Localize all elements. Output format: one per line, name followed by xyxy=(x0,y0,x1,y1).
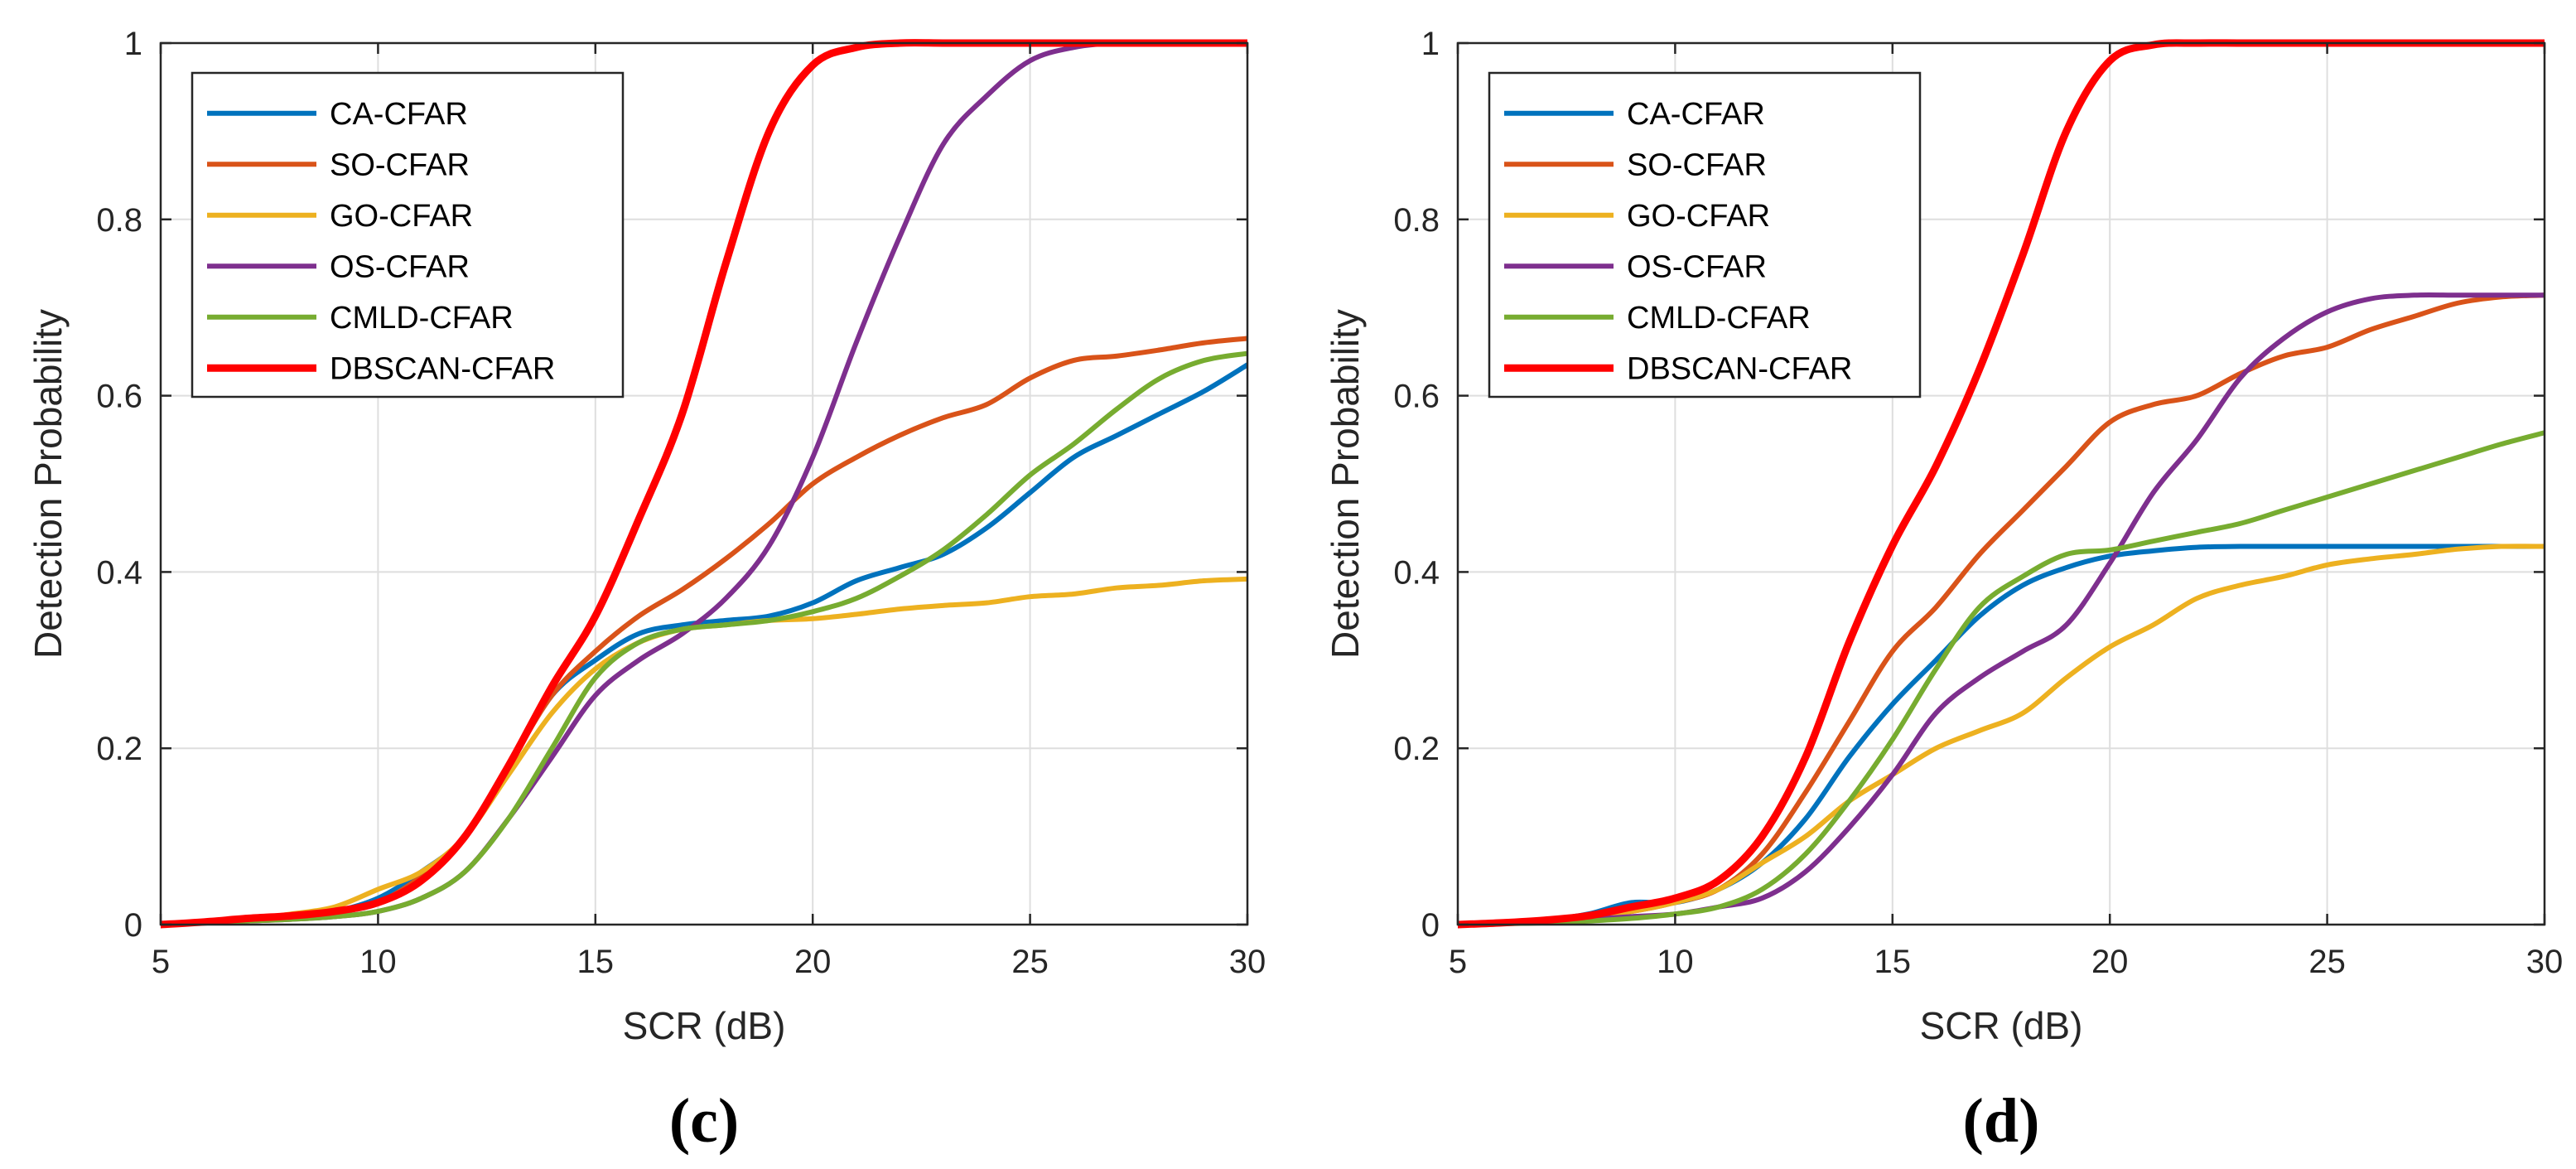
x-tick-label: 20 xyxy=(794,944,832,980)
y-tick-label: 0 xyxy=(124,907,142,944)
y-axis-label: Detection Probability xyxy=(1324,309,1367,659)
series-line-cmld-cfar xyxy=(161,350,1247,927)
legend-label-so-cfar: SO-CFAR xyxy=(1627,147,1767,182)
y-tick-label: 0.4 xyxy=(1393,554,1440,591)
y-tick-label: 0.4 xyxy=(96,554,142,591)
legend-label-os-cfar: OS-CFAR xyxy=(330,249,470,284)
x-tick-label: 30 xyxy=(2526,944,2564,980)
panel-label: (c) xyxy=(669,1086,739,1156)
y-tick-label: 0.2 xyxy=(96,731,142,767)
x-tick-label: 30 xyxy=(1229,944,1266,980)
y-tick-label: 1 xyxy=(124,26,142,62)
legend-label-os-cfar: OS-CFAR xyxy=(1627,249,1767,284)
y-tick-label: 0.2 xyxy=(1393,731,1440,767)
legend-box xyxy=(1488,71,1922,399)
axes-box xyxy=(1456,41,2546,926)
axes-box xyxy=(159,41,1249,926)
legend-label-ca-cfar: CA-CFAR xyxy=(1627,97,1765,132)
x-tick-label: 15 xyxy=(1874,944,1912,980)
legend-label-dbscan-cfar: DBSCAN-CFAR xyxy=(1627,351,1852,386)
series-line-go-cfar xyxy=(1458,543,2545,927)
y-tick-label: 0.6 xyxy=(1393,379,1440,415)
y-tick-label: 0.8 xyxy=(96,202,142,239)
chart-panel-c: 5 10 15 20 25 30 0 0.2 0.4 0.6 0.8 1 SCR (dB) Detecti… xyxy=(27,26,1266,1156)
x-tick-label: 5 xyxy=(1449,944,1467,980)
series-line-cmld-cfar xyxy=(1458,430,2545,927)
y-tick-label: 0 xyxy=(1421,907,1440,944)
y-tick-label: 0.6 xyxy=(96,379,142,415)
legend-label-cmld-cfar: CMLD-CFAR xyxy=(330,301,514,336)
x-axis-label: SCR (dB) xyxy=(623,1004,786,1047)
y-tick-label: 0.8 xyxy=(1393,202,1440,239)
y-tick-label: 1 xyxy=(1421,26,1440,62)
x-tick-label: 25 xyxy=(1011,944,1049,980)
legend-label-cmld-cfar: CMLD-CFAR xyxy=(1627,301,1811,336)
legend-label-ca-cfar: CA-CFAR xyxy=(330,97,468,132)
legend-label-go-cfar: GO-CFAR xyxy=(330,199,473,234)
x-tick-label: 10 xyxy=(1657,944,1694,980)
y-axis-label: Detection Probability xyxy=(27,309,70,659)
x-tick-label: 15 xyxy=(577,944,615,980)
x-tick-label: 25 xyxy=(2308,944,2346,980)
x-tick-label: 10 xyxy=(359,944,397,980)
x-tick-label: 20 xyxy=(2091,944,2129,980)
panel-label: (d) xyxy=(1963,1086,2040,1156)
x-axis-label: SCR (dB) xyxy=(1920,1004,2083,1047)
legend-label-go-cfar: GO-CFAR xyxy=(1627,199,1770,234)
legend-label-dbscan-cfar: DBSCAN-CFAR xyxy=(330,351,555,386)
x-tick-label: 5 xyxy=(152,944,170,980)
legend-box xyxy=(191,71,625,399)
legend-label-so-cfar: SO-CFAR xyxy=(330,147,470,182)
chart-panel-d: 5 10 15 20 25 30 0 0.2 0.4 0.6 0.8 1 SCR (dB) Detecti… xyxy=(1324,26,2563,1156)
